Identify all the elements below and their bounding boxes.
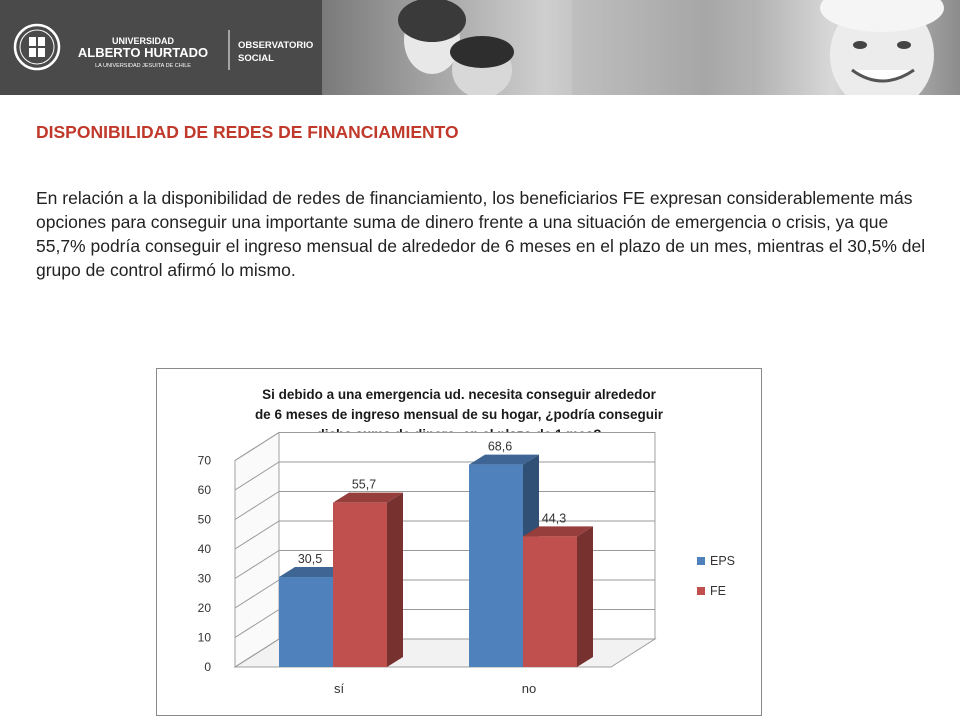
legend-label: FE: [710, 584, 726, 598]
x-category-label: no: [522, 681, 536, 696]
chart-title-line: Si debido a una emergencia ud. necesita …: [262, 387, 657, 402]
data-label: 44,3: [542, 511, 566, 525]
y-tick-label: 30: [198, 572, 212, 586]
data-label: 30,5: [298, 552, 322, 566]
chart-container: Si debido a una emergencia ud. necesita …: [156, 368, 762, 716]
bar-eps: [279, 577, 333, 667]
x-category-label: sí: [334, 681, 345, 696]
data-label: 55,7: [352, 478, 376, 492]
data-label: 68,6: [488, 440, 512, 454]
bar-side-fe: [577, 526, 593, 667]
legend-label: EPS: [710, 554, 735, 568]
y-tick-label: 40: [198, 542, 212, 556]
header-photo: [322, 0, 960, 95]
bar-fe: [523, 536, 577, 667]
bar-fe: [333, 502, 387, 667]
legend-swatch-fe: [697, 587, 705, 595]
slide-body-text: En relación a la disponibilidad de redes…: [36, 188, 926, 280]
bar-top-fe: [523, 526, 593, 537]
y-tick-label: 0: [204, 660, 211, 674]
observatorio-line2: SOCIAL: [238, 53, 274, 64]
header-banner: UNIVERSIDAD ALBERTO HURTADO LA UNIVERSID…: [0, 0, 960, 95]
chart-side-wall: [234, 431, 280, 668]
bar-top-eps: [469, 454, 539, 465]
y-tick-label: 50: [198, 513, 212, 527]
university-tagline: LA UNIVERSIDAD JESUITA DE CHILE: [95, 63, 191, 69]
bar-top-eps: [279, 567, 349, 578]
y-tick-label: 60: [198, 483, 212, 497]
bar-top-fe: [333, 492, 403, 503]
university-line1: UNIVERSIDAD: [112, 36, 175, 46]
crest-icon: [13, 23, 61, 71]
university-logo: UNIVERSIDAD ALBERTO HURTADO LA UNIVERSID…: [0, 0, 322, 95]
bar-chart: Si debido a una emergencia ud. necesita …: [198, 387, 735, 696]
chart-title-line: de 6 meses de ingreso mensual de su hoga…: [255, 407, 664, 422]
slide-title: DISPONIBILIDAD DE REDES DE FINANCIAMIENT…: [36, 122, 459, 142]
y-tick-label: 70: [198, 454, 212, 468]
legend-swatch-eps: [697, 557, 705, 565]
gridline: [234, 432, 655, 461]
y-tick-label: 10: [198, 631, 212, 645]
university-line2: ALBERTO HURTADO: [78, 45, 208, 60]
bar-eps: [469, 464, 523, 667]
observatorio-line1: OBSERVATORIO: [238, 40, 313, 51]
y-tick-label: 20: [198, 601, 212, 615]
bar-side-fe: [387, 492, 403, 667]
